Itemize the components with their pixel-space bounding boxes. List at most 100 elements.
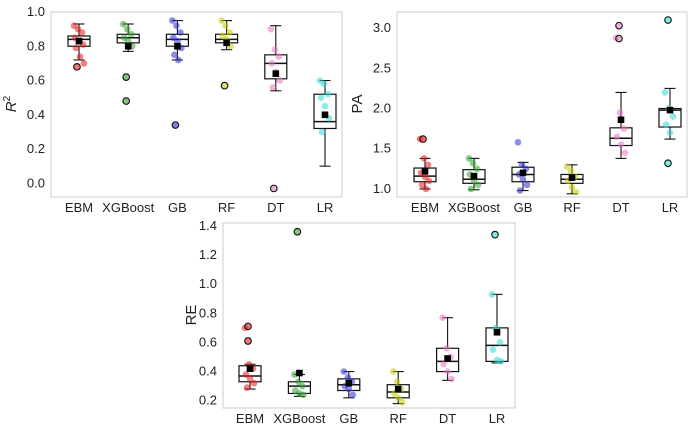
data-point <box>299 382 306 390</box>
data-point <box>345 385 353 393</box>
series-dt: DT <box>264 25 288 215</box>
y-tick-label: 1.0 <box>27 4 45 19</box>
data-point <box>300 391 307 399</box>
data-point <box>271 46 279 53</box>
outlier-point <box>269 184 278 193</box>
data-point <box>267 25 275 33</box>
data-point <box>226 29 233 36</box>
mean-marker <box>617 116 625 124</box>
mean-marker <box>394 385 402 393</box>
mean-marker <box>272 70 280 77</box>
data-point <box>496 339 504 346</box>
data-point <box>497 358 505 365</box>
data-point <box>444 368 451 375</box>
data-point <box>621 149 629 157</box>
mean-marker <box>124 42 132 50</box>
y-tick-label: 0.8 <box>27 38 45 53</box>
x-tick-label: XGBoost <box>448 200 500 215</box>
series-lr: LR <box>485 230 509 426</box>
mean-marker <box>493 328 501 336</box>
series-rf: RF <box>386 368 410 426</box>
data-point <box>418 181 426 189</box>
y-tick-label: 1.0 <box>373 181 391 196</box>
data-point <box>78 29 86 36</box>
data-point <box>617 141 625 149</box>
data-point <box>473 165 481 173</box>
series-gb: GB <box>511 139 535 215</box>
y-tick-label: 0.4 <box>199 364 217 379</box>
data-point <box>171 51 178 59</box>
data-point <box>72 44 80 52</box>
outlier-point <box>171 121 180 129</box>
plot-frame <box>50 11 343 198</box>
y-axis-label-text: R <box>3 101 20 112</box>
data-point <box>175 56 182 64</box>
data-point <box>295 378 302 386</box>
outlier-point <box>293 227 302 236</box>
series-dt: DT <box>609 21 633 215</box>
data-point <box>567 167 575 175</box>
series-ebm: EBM <box>411 135 439 215</box>
data-point <box>173 22 180 30</box>
plot-frame <box>222 222 516 409</box>
y-tick-label: 0.6 <box>199 334 217 349</box>
y-axis-label-superscript: 2 <box>2 95 13 101</box>
y-axis-label: PA <box>349 95 366 114</box>
x-tick-label: RF <box>390 411 407 426</box>
data-point <box>422 185 430 193</box>
data-point <box>666 129 674 136</box>
data-point <box>321 102 329 110</box>
data-point <box>269 84 277 91</box>
mean-marker <box>223 39 230 47</box>
outlier-point <box>615 34 623 43</box>
data-point <box>268 60 276 67</box>
data-point <box>424 161 432 169</box>
outlier-point <box>615 21 623 30</box>
y-tick-label: 1.0 <box>199 276 217 291</box>
y-tick-label: 0.2 <box>27 141 45 156</box>
y-tick-label: 0.0 <box>27 175 45 190</box>
x-tick-label: EBM <box>411 200 439 215</box>
data-point <box>80 60 88 67</box>
y-axis-label: R2 <box>2 95 20 112</box>
data-point <box>246 375 254 383</box>
x-tick-label: RF <box>218 200 235 215</box>
outlier-point <box>220 81 229 90</box>
mean-marker <box>519 169 527 177</box>
data-point <box>349 391 357 399</box>
outlier-point <box>419 135 427 143</box>
data-point <box>563 163 571 170</box>
data-point <box>242 371 250 378</box>
data-point <box>340 368 348 375</box>
series-lr: LR <box>658 16 682 215</box>
data-point <box>469 159 477 167</box>
x-tick-label: GB <box>168 200 187 215</box>
data-point <box>448 375 455 383</box>
panel-pa: 1.0 1.5 2.0 2.5 3.0 PA EBM XGBoost GB RF DT LR <box>349 11 688 215</box>
data-point <box>519 176 527 183</box>
data-point <box>572 188 580 196</box>
panel-r2: 0.0 0.2 0.4 0.6 0.8 1.0 R2 EBM XGBoost GB RF DT LR <box>2 4 343 215</box>
data-point <box>393 378 401 386</box>
data-point <box>440 360 447 368</box>
x-tick-label: LR <box>662 200 679 215</box>
panel-re: 0.2 0.4 0.6 0.8 1.0 1.2 1.4 RE EBM XGBoost GB RF DT L… <box>183 218 516 426</box>
y-axis-label-text: RE <box>183 305 200 326</box>
data-point <box>489 346 497 354</box>
y-tick-label: 2.5 <box>373 60 391 75</box>
x-tick-label: GB <box>514 200 533 215</box>
series-lr: LR <box>313 77 337 215</box>
x-tick-label: XGBoost <box>273 411 325 426</box>
x-tick-label: DT <box>267 200 284 215</box>
data-point <box>439 314 446 321</box>
data-point <box>465 155 473 162</box>
data-point <box>474 181 482 189</box>
x-tick-label: DT <box>612 200 629 215</box>
y-tick-label: 0.8 <box>199 305 217 320</box>
data-point <box>661 89 669 96</box>
data-point <box>514 139 522 146</box>
data-point <box>443 344 450 352</box>
series-rf: RF <box>560 163 584 215</box>
data-point <box>169 17 176 24</box>
